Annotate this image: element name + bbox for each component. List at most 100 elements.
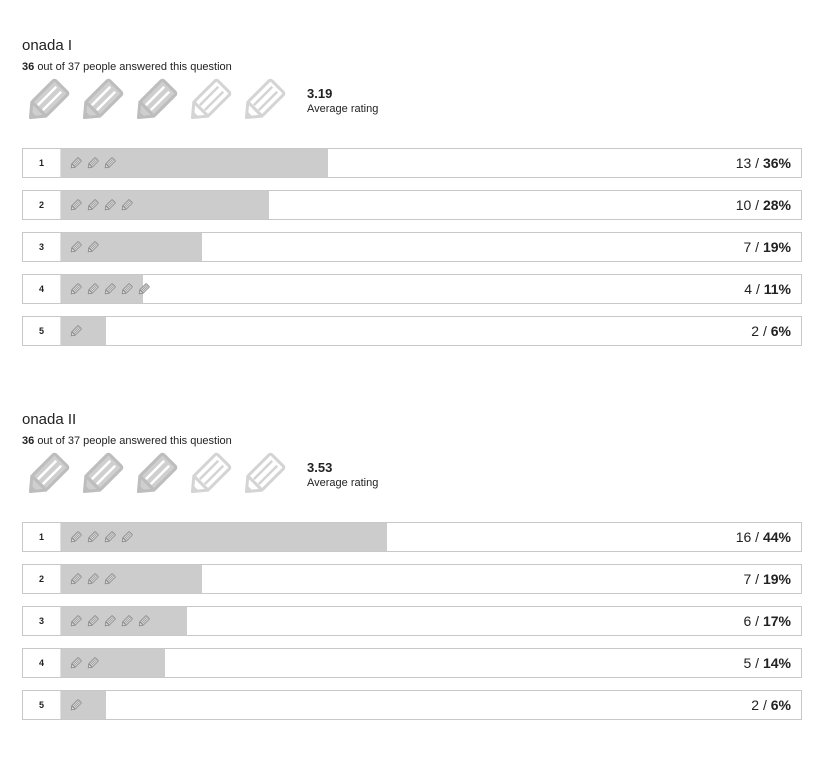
rating-row-stat: 4 / 11% bbox=[744, 275, 791, 303]
answered-count: 36 bbox=[22, 61, 35, 73]
rating-bar-track: 6 / 17% bbox=[61, 607, 801, 635]
rating-row-stat: 2 / 6% bbox=[751, 317, 791, 345]
rating-count: 6 bbox=[743, 613, 752, 629]
rating-summary: 3.53 Average rating bbox=[22, 452, 802, 500]
rating-row-label: 4 bbox=[23, 649, 61, 677]
rating-count: 13 bbox=[735, 155, 752, 171]
rating-percent: 14% bbox=[762, 655, 791, 671]
rating-separator: / bbox=[751, 155, 763, 171]
pencil-icon bbox=[137, 615, 150, 628]
rating-separator: / bbox=[751, 655, 763, 671]
rating-row-stat: 5 / 14% bbox=[744, 649, 792, 677]
rating-separator: / bbox=[751, 197, 763, 213]
rating-row: 5 2 / 6% bbox=[22, 316, 802, 346]
rating-row-label: 1 bbox=[23, 149, 61, 177]
rating-row-label: 2 bbox=[23, 565, 61, 593]
pencil-icon bbox=[86, 157, 99, 170]
rating-row-label: 1 bbox=[23, 523, 61, 551]
rating-row-label: 3 bbox=[23, 233, 61, 261]
rating-row-icons bbox=[69, 157, 120, 169]
pencil-icon bbox=[103, 531, 116, 544]
rating-row-label: 5 bbox=[23, 317, 61, 345]
rating-percent: 6% bbox=[770, 697, 791, 713]
average-value: 3.19 bbox=[307, 86, 333, 101]
rating-row-icons bbox=[69, 241, 103, 253]
answered-text: out of 37 people answered this question bbox=[37, 435, 232, 447]
average-label: Average rating bbox=[307, 103, 379, 115]
rating-bar-fill bbox=[61, 149, 328, 177]
rating-bar-track: 4 / 11% bbox=[61, 275, 801, 303]
rating-count: 10 bbox=[735, 197, 752, 213]
pencil-icon bbox=[69, 325, 82, 338]
pencil-icon bbox=[103, 157, 116, 170]
pencil-icon bbox=[22, 78, 70, 126]
rating-row-label: 3 bbox=[23, 607, 61, 635]
rating-summary: 3.19 Average rating bbox=[22, 78, 802, 126]
pencil-icon bbox=[130, 78, 178, 126]
rating-separator: / bbox=[751, 529, 763, 545]
rating-bar-track: 7 / 19% bbox=[61, 565, 801, 593]
rating-row-stat: 7 / 19% bbox=[744, 233, 792, 261]
pencil-icon bbox=[86, 615, 99, 628]
rating-separator: / bbox=[759, 697, 771, 713]
rating-row: 1 13 / 36% bbox=[22, 148, 802, 178]
pencil-icon bbox=[120, 615, 133, 628]
rating-row-stat: 16 / 44% bbox=[736, 523, 791, 551]
pencil-icon bbox=[137, 283, 150, 296]
rating-percent: 19% bbox=[762, 571, 791, 587]
pencil-icon bbox=[69, 531, 82, 544]
rating-bar-track: 16 / 44% bbox=[61, 523, 801, 551]
rating-separator: / bbox=[751, 239, 763, 255]
pencil-icon bbox=[69, 157, 82, 170]
rating-bar-track: 5 / 14% bbox=[61, 649, 801, 677]
pencil-icon bbox=[69, 573, 82, 586]
rating-percent: 17% bbox=[762, 613, 791, 629]
pencil-icon bbox=[86, 283, 99, 296]
question-title: onada II bbox=[22, 411, 77, 428]
rating-row: 1 16 / 44% bbox=[22, 522, 802, 552]
rating-bar-fill bbox=[61, 523, 387, 551]
rating-bar-fill bbox=[61, 233, 202, 261]
rating-row-icons bbox=[69, 325, 86, 337]
rating-count: 4 bbox=[744, 281, 753, 297]
rating-percent: 19% bbox=[762, 239, 791, 255]
answered-summary: 36 out of 37 people answered this questi… bbox=[22, 434, 802, 448]
rating-separator: / bbox=[751, 613, 763, 629]
rating-row: 5 2 / 6% bbox=[22, 690, 802, 720]
answered-text: out of 37 people answered this question bbox=[37, 61, 232, 73]
rating-row: 2 10 / 28% bbox=[22, 190, 802, 220]
question-title: onada I bbox=[22, 37, 73, 54]
question-2: onada II 36 out of 37 people answered th… bbox=[22, 410, 802, 732]
rating-row: 3 6 / 17% bbox=[22, 606, 802, 636]
rating-percent: 11% bbox=[763, 281, 791, 297]
rating-percent: 6% bbox=[770, 323, 791, 339]
pencil-icon bbox=[86, 657, 99, 670]
rating-row-icons bbox=[69, 531, 137, 543]
pencil-icon bbox=[76, 78, 124, 126]
pencil-icon bbox=[184, 452, 232, 500]
rating-percent: 44% bbox=[762, 529, 791, 545]
rating-separator: / bbox=[752, 281, 764, 297]
rating-separator: / bbox=[751, 571, 763, 587]
rating-row-icons bbox=[69, 283, 154, 295]
pencil-icon bbox=[184, 78, 232, 126]
rating-count: 2 bbox=[751, 697, 760, 713]
rating-row-icons bbox=[69, 199, 137, 211]
rating-count: 7 bbox=[743, 239, 752, 255]
rating-count: 5 bbox=[743, 655, 752, 671]
pencil-icon bbox=[69, 283, 82, 296]
answered-summary: 36 out of 37 people answered this questi… bbox=[22, 60, 802, 74]
pencil-icon bbox=[86, 199, 99, 212]
rating-bar-track: 13 / 36% bbox=[61, 149, 801, 177]
rating-row: 4 5 / 14% bbox=[22, 648, 802, 678]
pencil-icon bbox=[130, 452, 178, 500]
rating-separator: / bbox=[759, 323, 771, 339]
question-1: onada I 36 out of 37 people answered thi… bbox=[22, 36, 802, 358]
average-rating: 3.53 Average rating bbox=[307, 460, 378, 490]
rating-count: 16 bbox=[735, 529, 752, 545]
rating-row: 2 7 / 19% bbox=[22, 564, 802, 594]
rating-bar-track: 7 / 19% bbox=[61, 233, 801, 261]
pencil-icon bbox=[22, 452, 70, 500]
pencil-icon bbox=[103, 283, 116, 296]
